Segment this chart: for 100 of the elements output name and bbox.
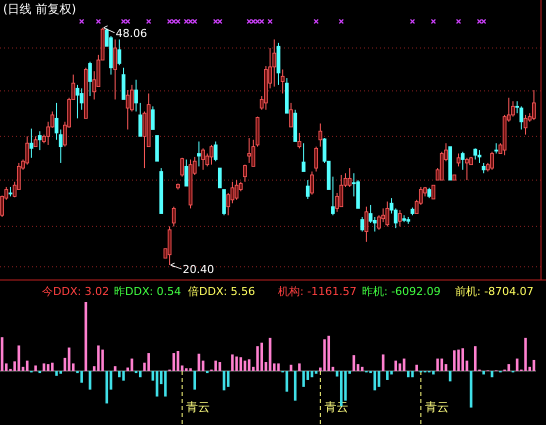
bar [327, 336, 330, 371]
bar [440, 358, 444, 371]
candlestick [310, 171, 314, 196]
candlestick [272, 38, 276, 88]
bar [138, 371, 142, 378]
candlestick [314, 146, 318, 172]
candlestick [364, 206, 368, 242]
candlestick [306, 180, 310, 200]
bar [68, 348, 70, 371]
candlestick [218, 168, 222, 188]
text: 今DDX: 3.02 [42, 285, 110, 298]
bar [524, 338, 527, 371]
bar [294, 371, 297, 401]
bar [436, 358, 439, 371]
annotation: 青云 [186, 400, 210, 414]
bar [402, 358, 406, 371]
candlestick [76, 84, 80, 119]
bar [122, 371, 125, 381]
bar [105, 371, 108, 404]
bar [0, 337, 4, 371]
bar [34, 365, 37, 371]
bar [64, 358, 66, 371]
bar [474, 346, 477, 371]
bar [172, 353, 176, 371]
text: 倍DDX: 5.56 [188, 285, 256, 298]
text: 机构: -1161.57 [278, 285, 357, 298]
bar [398, 363, 402, 371]
candlestick [126, 90, 130, 130]
candlestick [398, 210, 402, 227]
candlestick [360, 216, 364, 232]
bar [214, 360, 217, 371]
bar [323, 339, 326, 371]
bar [26, 360, 29, 371]
candlestick [482, 162, 486, 174]
candlestick [113, 38, 118, 100]
candlestick [184, 159, 188, 187]
bar [202, 360, 204, 371]
candlestick [34, 136, 38, 148]
bar [415, 364, 418, 371]
candlestick [180, 157, 184, 178]
annotation: 20.40 [182, 262, 214, 276]
bar [298, 363, 301, 371]
bar [114, 366, 116, 371]
annotation: 48.06 [116, 26, 148, 40]
bar [507, 364, 510, 371]
bar [378, 371, 380, 387]
candlestick [30, 128, 34, 158]
bar [18, 345, 20, 371]
bar [185, 368, 188, 371]
bar [406, 371, 410, 378]
candlestick [524, 114, 528, 136]
bar [457, 350, 460, 371]
candlestick [138, 102, 142, 137]
candlestick [331, 176, 335, 216]
candlestick [532, 90, 536, 121]
candlestick [465, 157, 469, 181]
candlestick [289, 102, 293, 128]
bar [88, 371, 92, 390]
bar [482, 371, 485, 374]
candlestick [172, 206, 176, 227]
bar [314, 371, 318, 374]
candlestick [339, 174, 344, 208]
bar [189, 368, 192, 371]
bar [84, 302, 88, 371]
bar [448, 371, 452, 382]
bar [290, 364, 292, 371]
candlestick [210, 144, 214, 166]
candlestick [519, 106, 524, 130]
text: 昨DDX: 0.54 [114, 285, 182, 298]
bar [382, 354, 384, 371]
candlestick [478, 150, 482, 164]
candlestick [427, 187, 432, 199]
bar [352, 355, 356, 371]
bar [394, 360, 398, 371]
candlestick [432, 184, 436, 200]
bar [218, 362, 222, 371]
candlestick [201, 148, 205, 170]
candlestick [150, 106, 155, 130]
bar [156, 371, 158, 397]
bar [130, 358, 134, 371]
bar [461, 348, 464, 371]
bar [222, 371, 226, 390]
bar [373, 371, 376, 390]
candlestick [130, 84, 134, 112]
bar [46, 364, 50, 371]
bar [147, 353, 150, 371]
bar [101, 350, 104, 371]
bar [268, 338, 272, 371]
bar [411, 371, 414, 378]
candlestick [234, 180, 238, 200]
candlestick [494, 142, 498, 154]
candlestick [247, 138, 252, 164]
candlestick [318, 122, 322, 148]
bar [239, 357, 242, 371]
bar [256, 346, 259, 371]
bar [231, 354, 234, 371]
candlestick [243, 164, 247, 182]
bar [164, 371, 167, 397]
bar [51, 362, 54, 371]
candlestick [214, 141, 218, 162]
